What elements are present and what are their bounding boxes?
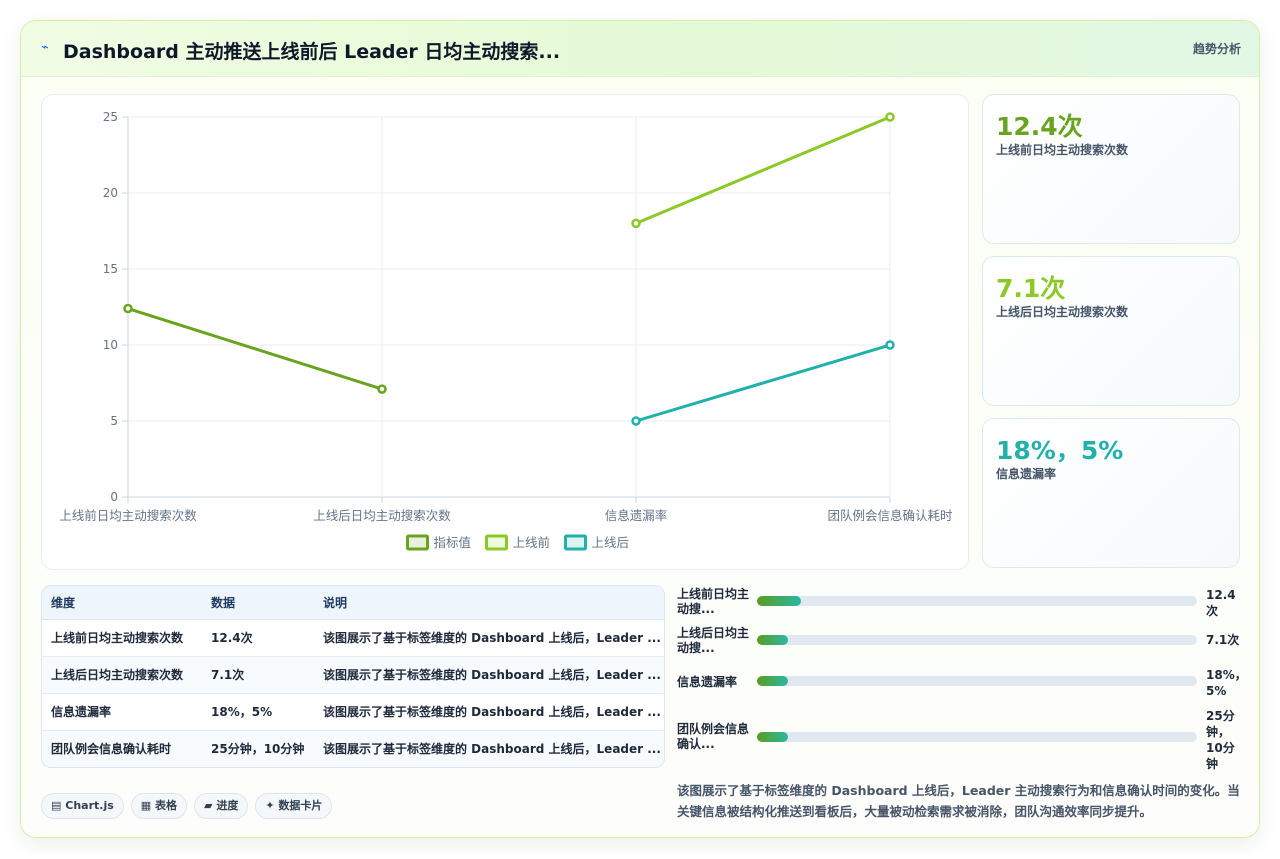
chip-data-card[interactable]: ✦ 数据卡片 (255, 793, 333, 819)
legend-label: 上线前 (513, 535, 551, 550)
table-cell: 12.4次 (202, 619, 314, 657)
chip-label: 数据卡片 (278, 799, 323, 812)
chip-label: 进度 (216, 799, 239, 812)
table-row: 团队例会信息确认耗时 25分钟，10分钟 该图展示了基于标签维度的 Dashbo… (42, 730, 664, 767)
kpi-label: 信息遗漏率 (996, 467, 1057, 481)
legend-swatch (485, 534, 508, 551)
table-cell: 上线后日均主动搜索次数 (42, 656, 202, 694)
y-tick-label: 25 (103, 110, 118, 124)
table-cell: 18%，5% (202, 693, 314, 731)
kpi-value: 18%，5% (996, 436, 1124, 465)
table-icon: ▦ (140, 799, 152, 812)
kpi-value: 12.4次 (996, 112, 1083, 141)
trend-analysis-label[interactable]: 趋势分析 (1192, 42, 1241, 56)
x-tick-label: 上线后日均主动搜索次数 (313, 508, 451, 523)
table-cell: 7.1次 (202, 656, 314, 694)
y-tick-label: 15 (103, 262, 118, 276)
progress-fill (757, 596, 801, 606)
progress-row: 团队例会信息确认... 25分钟，10分钟 (677, 708, 1247, 771)
progress-fill (757, 635, 788, 645)
data-point (885, 340, 895, 350)
progress-fill (757, 732, 788, 742)
y-tick-label: 0 (110, 490, 118, 504)
dashboard-card: ⌁ Dashboard 主动推送上线前后 Leader 日均主动搜索... 趋势… (20, 20, 1260, 838)
table-cell: 团队例会信息确认耗时 (42, 730, 202, 767)
chip-chartjs[interactable]: ▤ Chart.js (41, 793, 124, 819)
chip-table[interactable]: ▦ 表格 (130, 793, 188, 819)
x-tick-label: 团队例会信息确认耗时 (827, 508, 953, 523)
chip-label: 表格 (155, 799, 178, 812)
progress-icon: ▰ (204, 799, 213, 812)
line-chart: 0 5 10 15 20 25 上线前日均主动搜索次数 上线后日均主动搜索次数 信息遗漏率 团队例… (59, 110, 953, 551)
table-row: 上线后日均主动搜索次数 7.1次 该图展示了基于标签维度的 Dashboard … (42, 656, 664, 694)
card-header: ⌁ Dashboard 主动推送上线前后 Leader 日均主动搜索... 趋势… (21, 21, 1259, 77)
table-cell: 25分钟，10分钟 (202, 730, 314, 767)
data-point (377, 384, 387, 394)
chip-progress[interactable]: ▰ 进度 (194, 793, 249, 819)
progress-track (757, 732, 1197, 742)
kpi-value: 7.1次 (996, 274, 1066, 303)
x-tick-label: 上线前日均主动搜索次数 (59, 508, 197, 523)
legend-label: 上线后 (592, 535, 630, 550)
kpi-card-before: 12.4次 上线前日均主动搜索次数 (982, 94, 1240, 244)
table-row: 信息遗漏率 18%，5% 该图展示了基于标签维度的 Dashboard 上线后，… (42, 693, 664, 731)
y-tick-label: 10 (103, 338, 118, 352)
table-row: 上线前日均主动搜索次数 12.4次 该图展示了基于标签维度的 Dashboard… (42, 619, 664, 657)
progress-track (757, 596, 1197, 606)
progress-label: 上线后日均主动搜... (677, 626, 750, 655)
progress-track (757, 635, 1197, 645)
progress-value: 25分钟，10分钟 (1206, 709, 1235, 771)
data-table: 维度 数据 说明 上线前日均主动搜索次数 12.4次 该图展示了基于标签维度的 … (41, 585, 665, 768)
x-tick-label: 信息遗漏率 (605, 508, 668, 523)
series-line (635, 343, 891, 423)
table-cell: 该图展示了基于标签维度的 Dashboard 上线后，Leader ... (314, 730, 664, 767)
legend-swatch (406, 534, 429, 551)
column-header: 数据 (202, 586, 314, 620)
table-cell: 信息遗漏率 (42, 693, 202, 731)
progress-value: 7.1次 (1206, 633, 1240, 647)
sparkle-icon: ✦ (265, 799, 275, 812)
data-point (631, 416, 641, 426)
column-header: 维度 (42, 586, 202, 620)
kpi-label: 上线后日均主动搜索次数 (996, 305, 1129, 319)
legend-label: 指标值 (434, 535, 472, 550)
y-tick-label: 20 (103, 186, 118, 200)
series-line (127, 307, 383, 391)
kpi-card-miss-rate: 18%，5% 信息遗漏率 (982, 418, 1240, 568)
chart-description: 该图展示了基于标签维度的 Dashboard 上线后，Leader 主动搜索行为… (677, 783, 1240, 819)
progress-track (757, 676, 1197, 686)
series-line (635, 115, 891, 225)
progress-fill (757, 676, 788, 686)
column-header: 说明 (314, 586, 664, 620)
data-point (123, 303, 133, 314)
progress-row: 上线前日均主动搜... 12.4次 (677, 587, 1247, 618)
kpi-label: 上线前日均主动搜索次数 (996, 143, 1129, 157)
data-point (885, 112, 895, 122)
chip-label: Chart.js (65, 799, 114, 812)
table-header-row: 维度 数据 说明 (42, 586, 664, 620)
progress-row: 上线后日均主动搜... 7.1次 (677, 626, 1247, 656)
data-point (631, 218, 641, 229)
progress-value: 18%，5% (1206, 668, 1247, 698)
progress-label: 团队例会信息确认... (677, 722, 750, 751)
chart-icon: ▤ (51, 799, 62, 812)
progress-value: 12.4次 (1206, 588, 1236, 618)
line-chart-panel: 0 5 10 15 20 25 上线前日均主动搜索次数 上线后日均主动搜索次数 信息遗漏率 团队例… (41, 94, 969, 570)
table-cell: 该图展示了基于标签维度的 Dashboard 上线后，Leader ... (314, 656, 664, 694)
y-tick-label: 5 (110, 414, 118, 428)
tech-chips: ▤ Chart.js ▦ 表格 ▰ 进度 ✦ 数据卡片 (41, 793, 339, 819)
page-title: Dashboard 主动推送上线前后 Leader 日均主动搜索... (63, 41, 561, 63)
progress-label: 上线前日均主动搜... (677, 587, 750, 616)
progress-row: 信息遗漏率 18%，5% (677, 667, 1247, 698)
table-cell: 该图展示了基于标签维度的 Dashboard 上线后，Leader ... (314, 619, 664, 657)
legend-swatch (564, 534, 587, 551)
table-cell: 该图展示了基于标签维度的 Dashboard 上线后，Leader ... (314, 693, 664, 731)
table-cell: 上线前日均主动搜索次数 (42, 619, 202, 657)
kpi-card-after: 7.1次 上线后日均主动搜索次数 (982, 256, 1240, 406)
chart-line-icon: ⌁ (41, 40, 49, 55)
progress-label: 信息遗漏率 (677, 675, 738, 689)
